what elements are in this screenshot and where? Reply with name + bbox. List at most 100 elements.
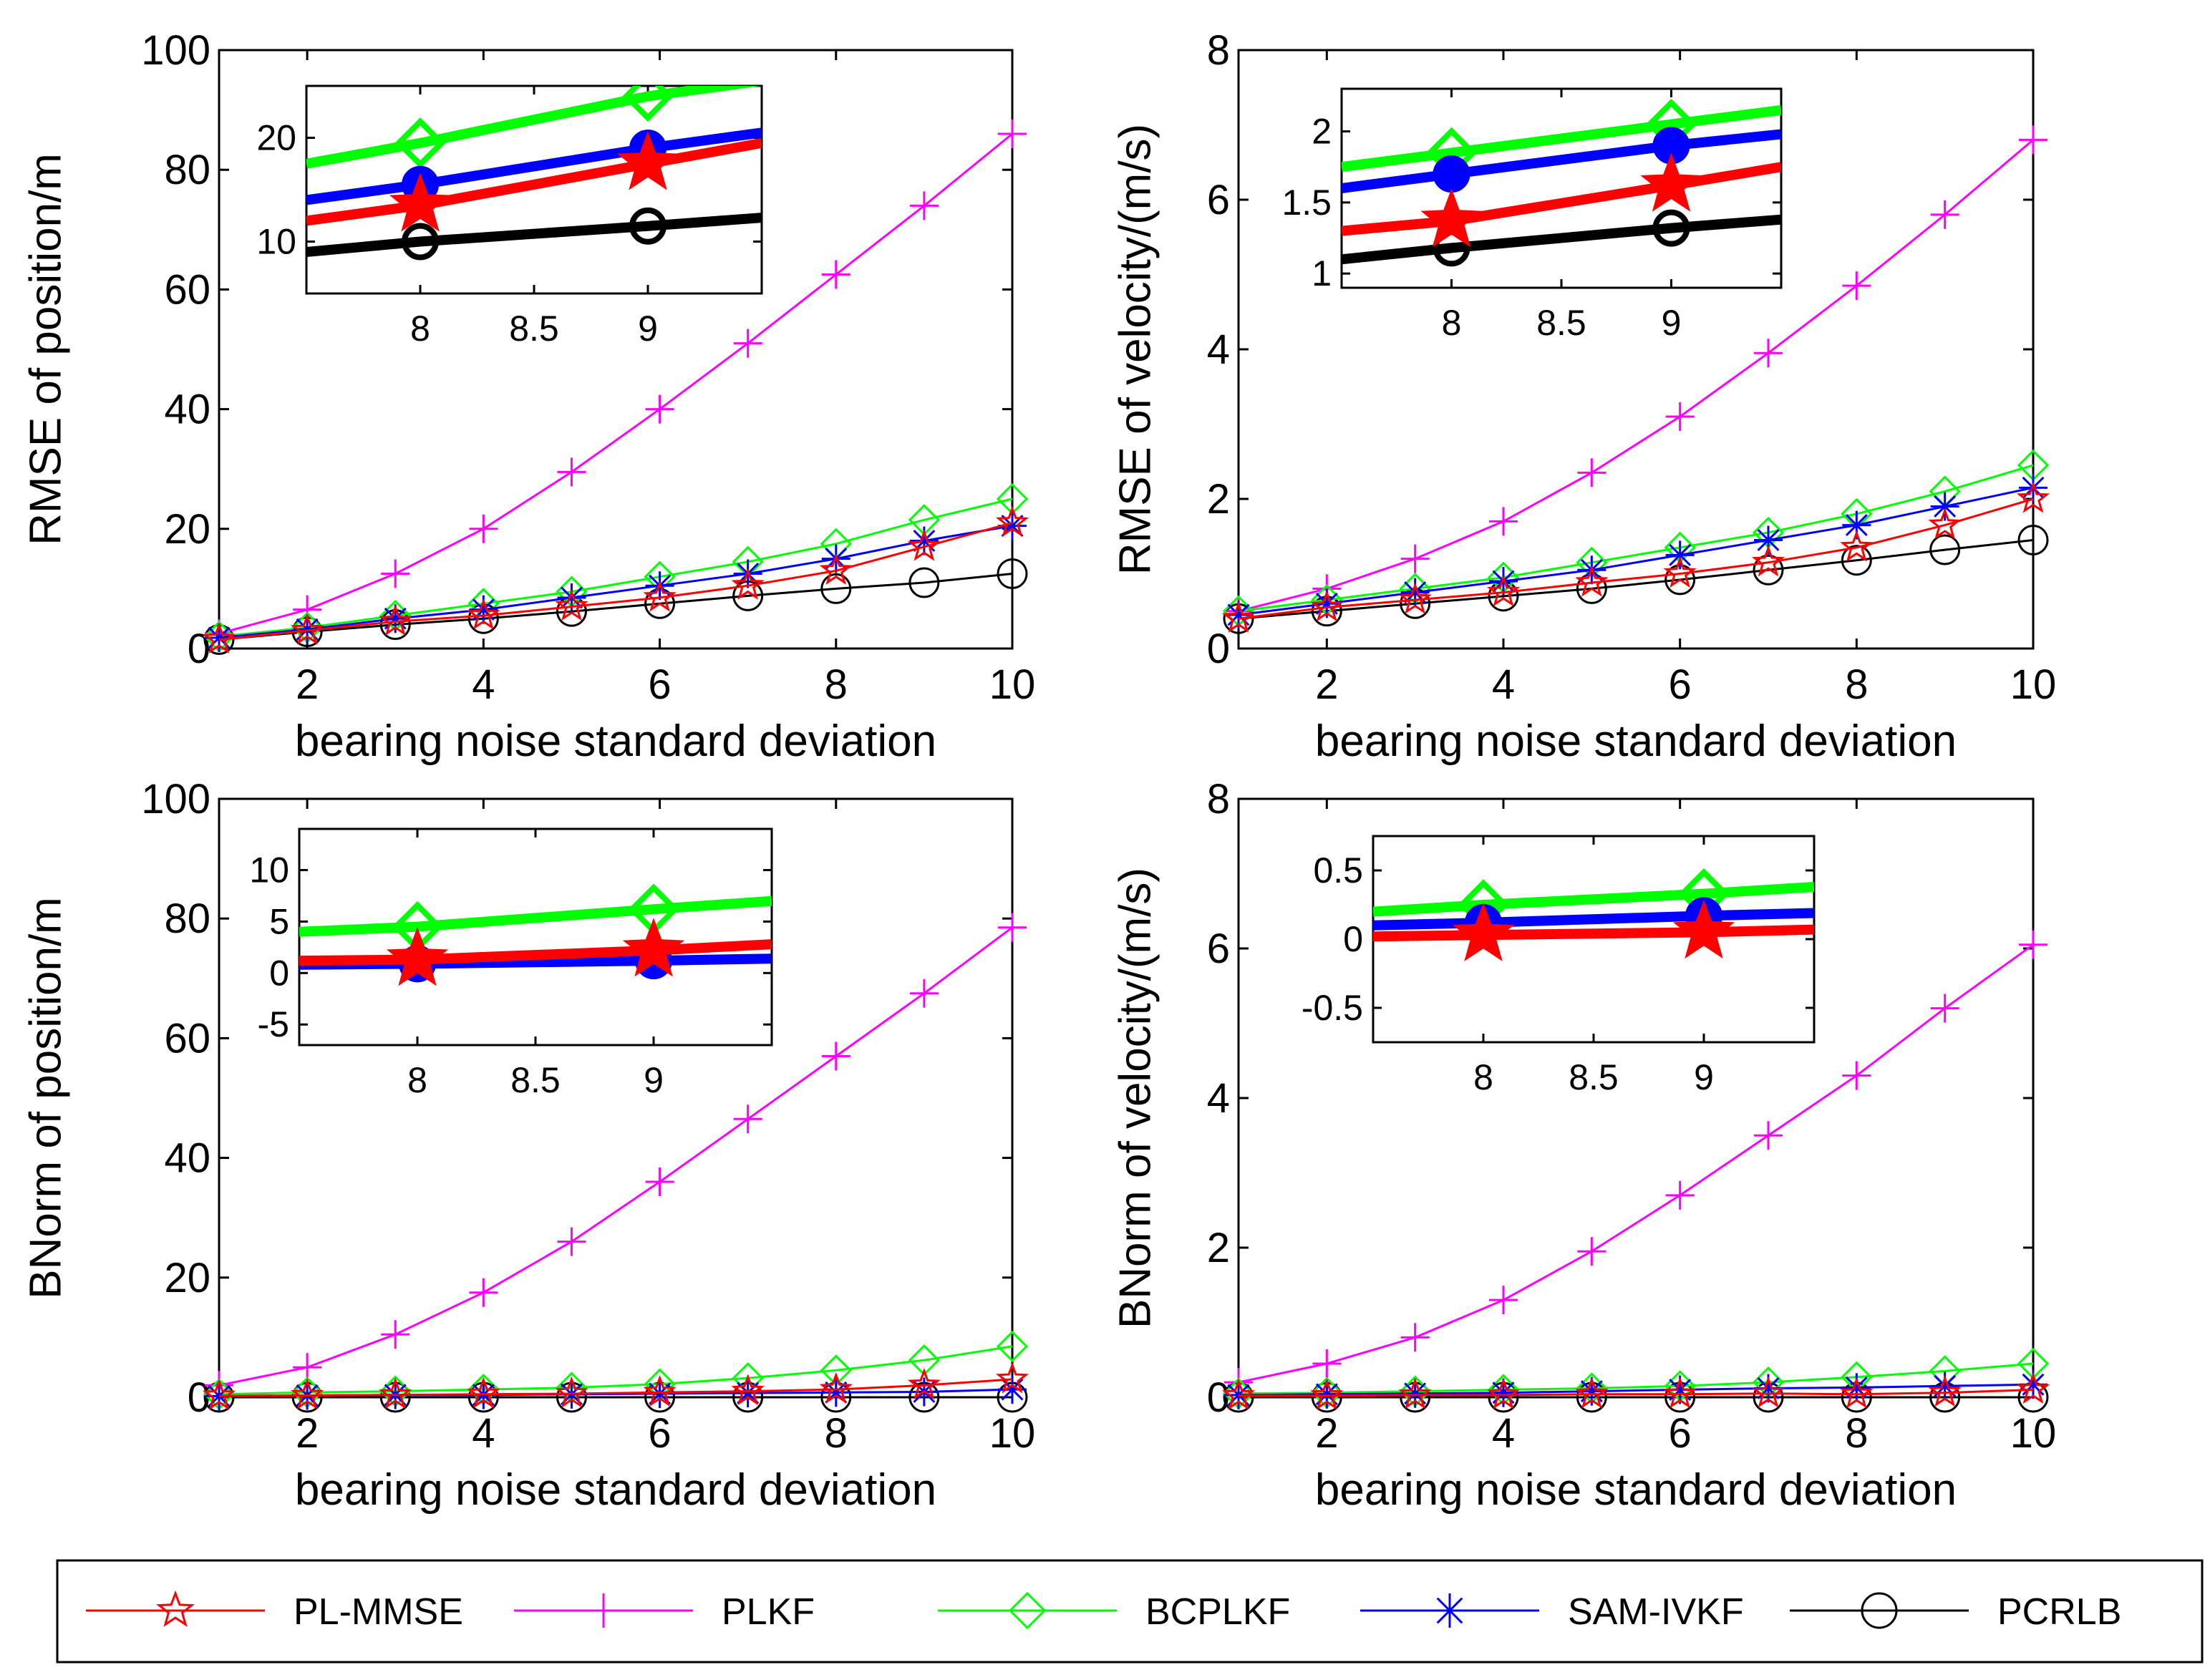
series-line [1238, 464, 2034, 613]
inset-x-tick-label: 8 [1442, 303, 1462, 343]
y-tick-label: 0 [1207, 626, 1230, 672]
inset-data-point-star-icon [386, 927, 449, 986]
data-point-asterisk-icon [645, 1379, 674, 1408]
data-point-circle-icon [1929, 534, 1961, 565]
plus-icon [586, 1593, 621, 1628]
series-line [218, 926, 1013, 1387]
data-point-asterisk-icon [733, 1379, 762, 1408]
series-pl-mmse [202, 505, 1029, 654]
data-point-asterisk-icon [1930, 1371, 1959, 1401]
legend-label: BCPLKF [1145, 1591, 1290, 1633]
data-point-asterisk-icon [381, 604, 410, 633]
inset-y-tick-label: 0 [1343, 919, 1363, 959]
data-point-circle-icon [908, 567, 940, 598]
y-axis-label: RMSE of velocity/(m/s) [1110, 124, 1160, 575]
data-point-asterisk-icon [469, 595, 498, 624]
data-point-plus-icon [557, 457, 586, 487]
x-tick-label: 10 [989, 661, 1036, 708]
series-line [1238, 1383, 2034, 1397]
circle-icon [1861, 1592, 1898, 1629]
inset-x-tick-label: 8.5 [1536, 303, 1586, 343]
inset-x-tick-label: 8.5 [1569, 1057, 1619, 1097]
x-tick-label: 2 [296, 661, 319, 708]
inset-series-bcplkf [306, 86, 762, 169]
series-line [218, 132, 1013, 635]
inset-x-tick-label: 9 [638, 309, 658, 349]
inset-series-line [299, 939, 772, 966]
inset-y-tick-label: 0.5 [1313, 850, 1363, 890]
data-point-plus-icon [909, 191, 939, 220]
data-point-asterisk-icon [1665, 1375, 1695, 1404]
data-point-star-icon [731, 1374, 765, 1406]
inset-data-point-circle-icon [1652, 209, 1690, 247]
data-point-star-icon [995, 1361, 1029, 1394]
inset-x-tick-label: 8 [410, 309, 430, 349]
data-point-star-icon [907, 1367, 941, 1399]
legend-label: PCRLB [1997, 1591, 2121, 1633]
data-point-asterisk-icon [1577, 1376, 1606, 1406]
asterisk-icon [1433, 1593, 1467, 1628]
data-point-plus-icon [645, 1167, 674, 1197]
inset-data-point-star-icon [616, 131, 679, 190]
data-point-star-icon [202, 1378, 236, 1410]
data-point-asterisk-icon [1312, 589, 1342, 618]
data-point-plus-icon [1489, 1286, 1518, 1315]
data-point-plus-icon [1665, 402, 1695, 432]
series-line [1238, 497, 2034, 620]
x-tick-label: 10 [2010, 1410, 2057, 1457]
data-point-star-icon [1928, 1375, 1962, 1407]
inset-series-line [1342, 129, 1781, 193]
x-tick-label: 10 [989, 1410, 1036, 1457]
x-axis-label: bearing noise standard deviation [1315, 1465, 1957, 1515]
data-point-plus-icon [557, 1227, 586, 1256]
data-point-star-icon [2016, 1372, 2050, 1404]
x-tick-label: 2 [1315, 661, 1338, 708]
data-point-plus-icon [469, 1278, 498, 1307]
data-point-star-icon [1575, 565, 1609, 597]
inset-series-pl-mmse [306, 131, 762, 232]
data-point-plus-icon [1754, 339, 1783, 368]
inset-series-line [299, 895, 772, 937]
inset-data-point-asterisk-icon [1433, 155, 1470, 193]
inset-series-line [1342, 214, 1781, 265]
x-axis-label: bearing noise standard deviation [1315, 717, 1957, 766]
subplot-rmse-velocity: 0 2 4 6 8 2 4 6 8 10 bearing noise standard deviat… [1110, 27, 2056, 766]
diamond-icon [1008, 1591, 1047, 1630]
legend-item-pcrlb: PCRLB [1790, 1591, 2121, 1633]
inset-data-point-star-icon [389, 173, 452, 232]
inset-series-line [1342, 105, 1781, 173]
data-point-star-icon [1840, 530, 1874, 562]
data-point-asterisk-icon [1224, 600, 1253, 629]
y-tick-label: 20 [164, 506, 210, 553]
data-point-asterisk-icon [1489, 1378, 1518, 1407]
series-pl-mmse [1221, 1372, 2050, 1410]
y-tick-label: 60 [164, 266, 210, 313]
data-point-star-icon [995, 505, 1029, 538]
data-point-star-icon [1840, 1376, 1874, 1409]
data-point-star-icon [379, 1377, 412, 1409]
inset-series-line [1373, 882, 1814, 917]
data-point-star-icon [1575, 1376, 1609, 1409]
data-point-star-icon [555, 589, 588, 621]
data-point-plus-icon [2019, 125, 2047, 155]
inset-data-point-star-icon [1672, 900, 1735, 959]
inset-series-line [306, 127, 762, 205]
data-point-plus-icon [1400, 1323, 1430, 1352]
data-point-plus-icon [1842, 1061, 1871, 1090]
inset-rmse-velocity: 1 1.5 2 8 8.5 9 [1281, 87, 1783, 343]
data-point-star-icon [291, 613, 324, 645]
x-tick-label: 8 [825, 1410, 848, 1457]
inset-x-tick-label: 9 [1662, 303, 1682, 343]
inset-data-point-star-icon [1420, 188, 1483, 248]
y-tick-label: 80 [164, 147, 210, 193]
x-tick-label: 6 [648, 661, 671, 708]
series-plkf [205, 120, 1027, 649]
y-axis-label: BNorm of velocity/(m/s) [1110, 868, 1160, 1329]
x-tick-label: 2 [1315, 1410, 1338, 1457]
data-point-star-icon [555, 1376, 588, 1408]
inset-data-point-circle-icon [402, 223, 439, 261]
x-tick-label: 2 [296, 1410, 319, 1457]
data-point-asterisk-icon [1400, 1379, 1430, 1408]
series-plkf [205, 913, 1027, 1400]
data-point-asterisk-icon [557, 583, 586, 612]
